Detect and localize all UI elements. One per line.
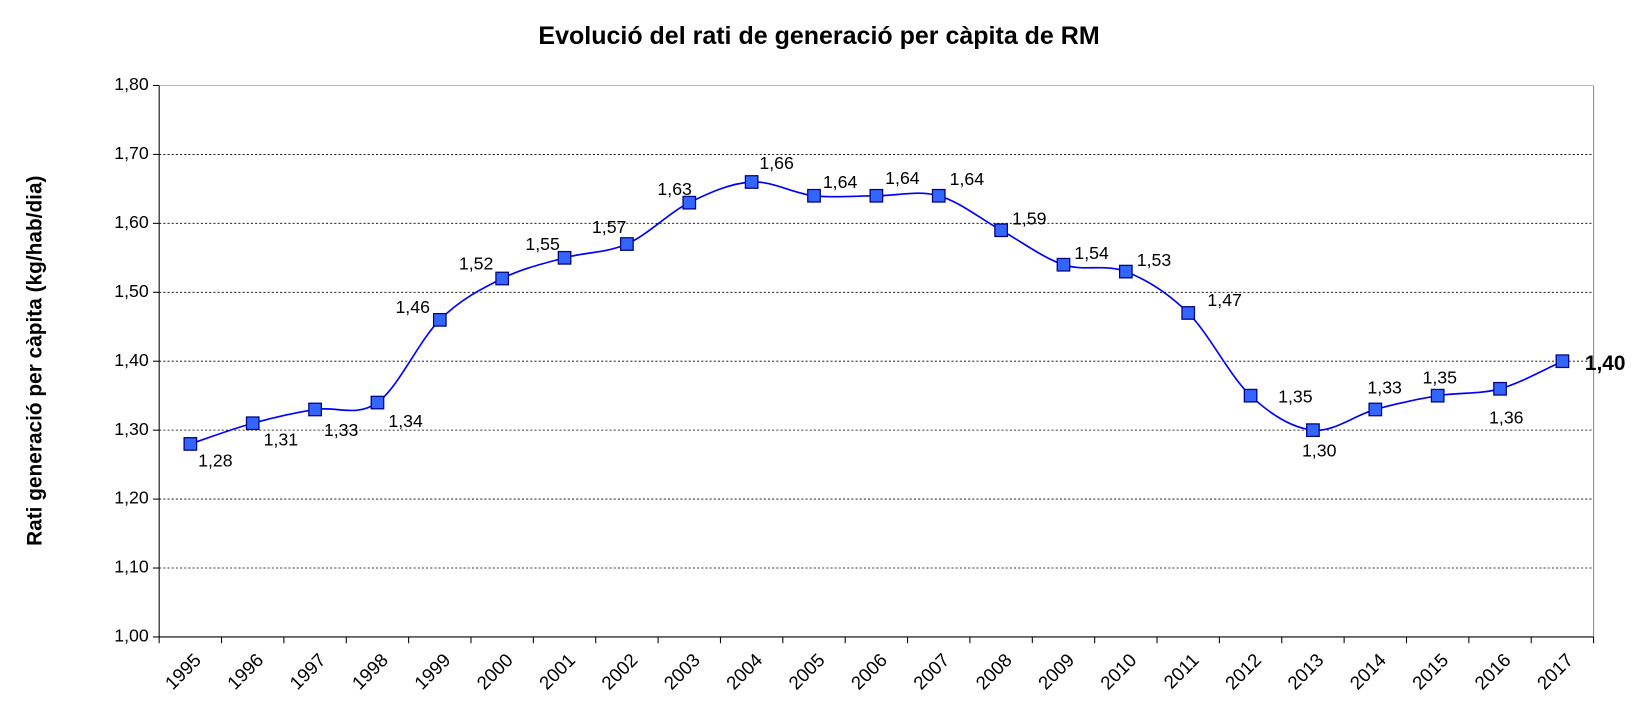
x-tick-label: 2003 [660,649,704,693]
data-label: 1,53 [1137,250,1172,270]
y-tick-label: 1,10 [114,557,149,577]
y-tick-label: 1,70 [114,143,149,163]
data-label: 1,36 [1489,408,1524,428]
data-label: 1,28 [198,450,233,470]
data-label: 1,46 [395,297,430,317]
marker [495,271,510,286]
marker [994,223,1008,238]
x-tick-label: 2004 [722,649,766,693]
marker [183,437,198,451]
x-tick-label: 1999 [410,649,454,693]
x-tick-label: 2008 [971,649,1015,693]
marker [1056,257,1071,272]
data-label: 1,52 [459,254,493,274]
x-tick-label: 1997 [285,649,329,693]
marker [1493,381,1507,396]
x-tick-label: 2015 [1408,649,1452,693]
data-label: 1,40 [1585,352,1626,375]
y-tick-label: 1,50 [114,281,149,301]
data-label: 1,59 [1012,209,1047,229]
marker [308,402,322,417]
y-tick-label: 1,30 [114,419,149,439]
chart-title: Evolució del rati de generació per càpit… [538,22,1099,50]
data-label: 1,64 [823,172,858,192]
y-axis-label: Rati generació per càpita (kg/hab/dia) [24,176,47,546]
x-tick-label: 1995 [161,649,205,693]
marker [1555,354,1570,369]
marker [1181,306,1196,320]
y-tick-label: 1,20 [114,488,149,508]
data-label: 1,64 [885,168,920,188]
x-tick-label: 1998 [348,649,392,693]
data-label: 1,35 [1278,386,1313,406]
data-label: 1,33 [1367,377,1402,397]
data-label: 1,33 [324,420,359,440]
data-label: 1,31 [264,430,299,450]
x-tick-label: 2012 [1221,649,1265,693]
y-tick-label: 1,80 [114,74,149,94]
marker [869,188,884,203]
marker [807,188,821,203]
marker [682,195,697,210]
data-label: 1,35 [1423,368,1458,388]
marker [1306,423,1320,438]
marker [245,416,260,431]
marker [620,237,634,251]
data-label: 1,30 [1302,441,1337,461]
marker [931,188,946,203]
x-tick-label: 2000 [473,649,517,693]
x-tick-label: 2007 [909,649,953,693]
marker [1430,388,1445,403]
x-tick-label: 2014 [1346,649,1390,693]
marker [1118,264,1133,279]
x-tick-label: 2009 [1034,649,1078,693]
data-label: 1,66 [759,153,794,173]
x-tick-label: 2013 [1283,649,1327,693]
marker [370,395,385,410]
y-tick-label: 1,00 [114,626,149,646]
x-tick-label: 2016 [1470,649,1514,693]
x-tick-label: 2011 [1160,649,1203,692]
marker [1243,388,1258,403]
marker [557,250,572,265]
x-tick-label: 2002 [597,649,641,693]
y-tick-label: 1,40 [114,350,149,370]
x-tick-label: 2001 [535,649,579,693]
x-tick-label: 2010 [1096,649,1140,693]
x-tick-label: 2006 [847,649,891,693]
x-tick-label: 2017 [1533,649,1577,693]
data-label: 1,54 [1074,243,1109,263]
x-tick-label: 2005 [784,649,828,693]
y-tick-label: 1,60 [114,212,149,232]
data-label: 1,55 [525,234,560,254]
data-label: 1,47 [1207,290,1242,310]
data-label: 1,63 [657,179,692,199]
x-tick-label: 1996 [223,649,267,693]
data-label: 1,64 [950,169,985,189]
data-label: 1,34 [388,411,423,431]
marker [1368,402,1383,417]
marker [432,312,447,327]
marker [744,175,759,189]
data-label: 1,57 [592,217,627,237]
